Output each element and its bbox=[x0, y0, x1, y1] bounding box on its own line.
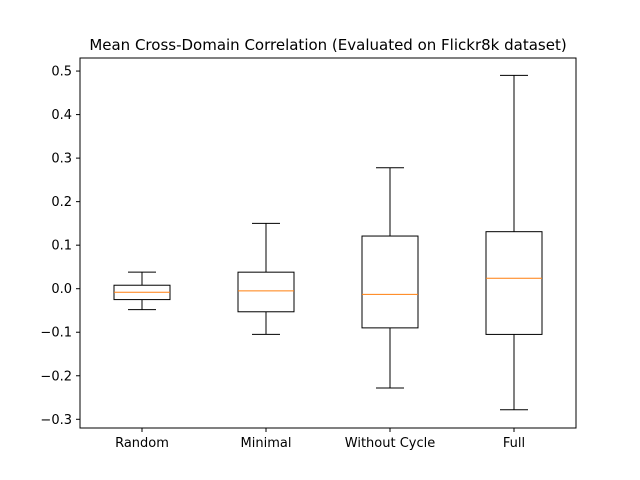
y-tick-label: 0.2 bbox=[51, 195, 72, 210]
x-tick-label: Full bbox=[503, 436, 525, 451]
x-tick-label: Random bbox=[115, 436, 169, 451]
plot-frame bbox=[79, 57, 577, 429]
y-tick-label: 0.1 bbox=[51, 239, 72, 254]
y-tick-label: 0.5 bbox=[51, 65, 72, 80]
plot-area: −0.3 −0.2 −0.1 0.0 0.1 0.2 0.3 0.4 0.5 Random Mini… bbox=[40, 65, 543, 451]
x-tick-label: Minimal bbox=[241, 436, 292, 451]
y-tick-label: 0.4 bbox=[51, 108, 72, 123]
y-tick-label: 0.0 bbox=[51, 282, 72, 297]
chart-title: Mean Cross-Domain Correlation (Evaluated… bbox=[89, 36, 566, 54]
box-iqr bbox=[237, 271, 295, 313]
y-tick-label: 0.3 bbox=[51, 152, 72, 167]
box-iqr bbox=[361, 235, 419, 329]
x-tick-label: Without Cycle bbox=[345, 436, 435, 451]
box-iqr bbox=[485, 231, 543, 335]
y-tick-label: −0.1 bbox=[40, 326, 72, 341]
y-tick-label: −0.3 bbox=[40, 413, 72, 428]
y-tick-label: −0.2 bbox=[40, 369, 72, 384]
